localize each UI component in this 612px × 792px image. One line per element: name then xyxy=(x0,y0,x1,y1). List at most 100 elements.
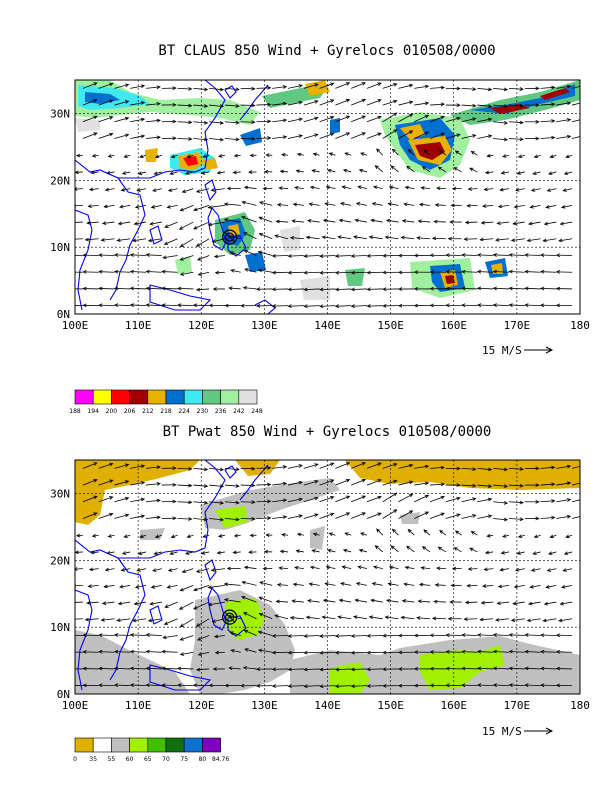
wind-vector xyxy=(277,204,289,206)
wind-vector xyxy=(217,171,225,174)
wind-vector xyxy=(209,501,224,504)
wind-vector-head xyxy=(161,683,166,687)
wind-vector xyxy=(335,99,350,106)
wind-vector xyxy=(171,534,178,538)
wind-vector xyxy=(493,287,510,290)
wind-vector-head xyxy=(334,254,340,258)
wind-vector xyxy=(540,668,557,670)
wind-vector-head xyxy=(147,618,153,623)
wind-vector-head xyxy=(314,83,319,87)
wind-vector xyxy=(114,514,129,519)
wind-vector xyxy=(343,549,352,553)
wind-vector xyxy=(438,546,447,553)
wind-vector-head xyxy=(328,152,333,157)
wind-vector xyxy=(480,618,494,621)
wind-vector-head xyxy=(388,565,394,570)
wind-vector-head xyxy=(305,235,311,240)
wind-vector-head xyxy=(551,102,556,107)
wind-vector xyxy=(76,534,83,537)
wind-vector xyxy=(177,684,194,687)
wind-vector-head xyxy=(251,120,256,125)
colorbar-label: 200 xyxy=(106,408,118,415)
wind-vector-head xyxy=(503,500,509,505)
wind-vector-head xyxy=(545,585,550,589)
x-tick-label: 180 xyxy=(570,699,590,712)
wind-vector xyxy=(430,483,445,486)
wind-vector-head xyxy=(314,496,319,501)
wind-vector xyxy=(102,601,115,604)
wind-vector xyxy=(497,601,510,604)
wind-vector-head xyxy=(324,202,329,206)
wind-vector-head xyxy=(154,534,160,539)
wind-vector xyxy=(135,204,147,208)
x-tick-label: 130E xyxy=(251,319,278,332)
wind-vector-head xyxy=(233,533,239,538)
wind-vector-head xyxy=(382,650,387,655)
wind-vector-head xyxy=(330,132,335,137)
wind-vector-head xyxy=(528,601,533,606)
wind-vector-head xyxy=(344,152,349,156)
wind-vector-head xyxy=(243,185,249,190)
wind-vector xyxy=(89,568,99,571)
wind-vector-head xyxy=(169,551,174,556)
wind-vector-head xyxy=(244,268,249,272)
wind-vector xyxy=(196,668,210,671)
wind-vector xyxy=(429,116,445,123)
wind-vector xyxy=(85,238,99,241)
wind-vector-head xyxy=(370,218,375,223)
wind-vector-head xyxy=(445,683,450,688)
wind-vector-head xyxy=(240,303,245,308)
wind-vector-head xyxy=(251,483,256,488)
wind-vector-head xyxy=(480,600,485,605)
wind-vector-head xyxy=(156,135,161,140)
wind-vector-head xyxy=(226,566,231,571)
wind-vector-head xyxy=(403,582,408,587)
wind-vector-head xyxy=(562,188,567,192)
wind-vector xyxy=(461,134,476,139)
wind-vector-head xyxy=(67,667,70,670)
wind-vector-head xyxy=(476,683,482,687)
wind-vector xyxy=(508,138,524,140)
wind-vector-head xyxy=(535,499,540,504)
wind-vector-head xyxy=(583,481,586,484)
wind-vector xyxy=(335,635,352,637)
wind-vector xyxy=(130,101,145,106)
wind-vector xyxy=(561,584,573,588)
x-tick-label: 120E xyxy=(188,699,215,712)
wind-vector-head xyxy=(232,550,237,555)
wind-vector-head xyxy=(461,649,466,654)
wind-vector-head xyxy=(265,153,270,157)
wind-vector-head xyxy=(75,153,81,158)
wind-vector xyxy=(99,254,115,256)
colorbar-swatch xyxy=(111,737,130,753)
wind-vector xyxy=(319,513,334,519)
wind-vector-head xyxy=(86,220,91,225)
wind-vector-head xyxy=(282,118,288,123)
wind-vector xyxy=(323,599,336,603)
wind-vector-head xyxy=(558,618,563,623)
wind-vector-head xyxy=(341,565,346,570)
x-tick-label: 180 xyxy=(570,319,590,332)
wind-vector-head xyxy=(502,154,507,158)
wind-vector-head xyxy=(230,648,235,653)
wind-vector-head xyxy=(275,599,280,604)
wind-vector xyxy=(99,304,115,307)
wind-vector xyxy=(533,171,541,175)
wind-vector xyxy=(358,186,368,190)
wind-vector xyxy=(540,254,557,256)
wind-vector xyxy=(351,495,366,503)
wind-vector-head xyxy=(470,151,475,155)
wind-vector xyxy=(177,121,192,123)
wind-vector xyxy=(528,601,541,605)
pwat-wind-panel: BT Pwat 850 Wind + Gyrelocs 010508/0000 xyxy=(50,424,590,763)
colorbar-swatch xyxy=(147,737,167,753)
wind-vector-head xyxy=(393,112,398,117)
colorbar-swatch xyxy=(111,389,130,405)
wind-vector-head xyxy=(390,165,395,170)
wind-vector-head xyxy=(393,492,398,497)
wind-vector xyxy=(121,568,131,571)
wind-vector-head xyxy=(109,132,114,137)
wind-vector-head xyxy=(149,221,154,226)
wind-vector xyxy=(152,188,162,192)
wind-vector-head xyxy=(214,270,220,275)
